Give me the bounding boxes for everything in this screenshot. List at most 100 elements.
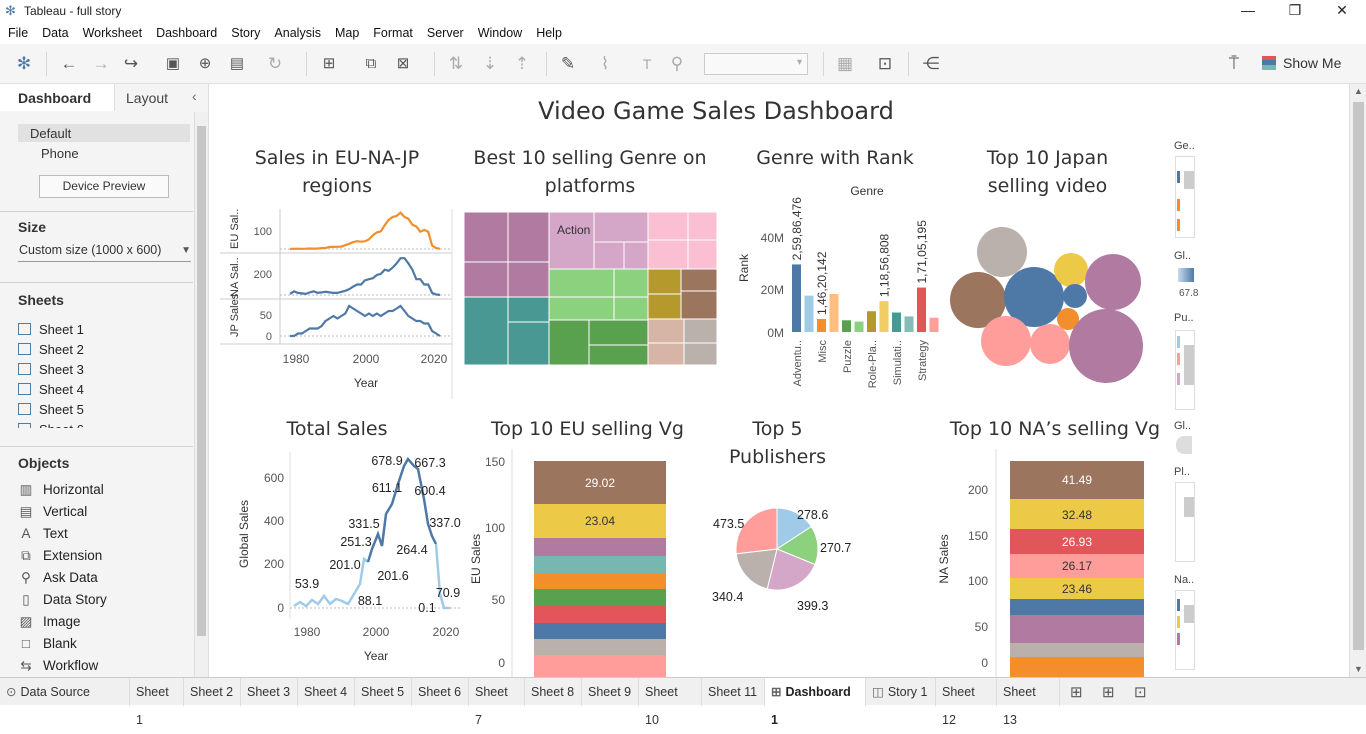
menu-map[interactable]: Map [335, 23, 359, 43]
show-me-button[interactable]: Show Me [1283, 55, 1341, 71]
undo-icon[interactable]: ← [58, 53, 80, 75]
publishers-pie-chart[interactable]: 278.6 270.7 399.3 340.4 473.5 [705, 499, 885, 619]
legend-name[interactable] [1175, 590, 1195, 670]
tab-sheet[interactable]: Sheet 6 [412, 678, 469, 706]
collapse-pane-icon[interactable]: ‹ [192, 88, 197, 104]
restore-button[interactable]: ❐ [1275, 2, 1315, 19]
clear-sheet-icon[interactable]: ⊠ [392, 53, 414, 75]
labels-icon[interactable]: T [636, 53, 658, 75]
new-worksheet-icon[interactable]: ⊞ [318, 53, 340, 75]
tab-sheet[interactable]: Sheet 11 [702, 678, 765, 706]
tab-layout[interactable]: Layout [126, 90, 168, 106]
show-cards-icon[interactable]: ▦ [834, 53, 856, 75]
object-workflow[interactable]: ⇆ Workflow [18, 658, 98, 674]
highlight-icon[interactable]: ✎ [557, 53, 579, 75]
menu-window[interactable]: Window [478, 23, 522, 43]
pin-icon[interactable]: ⚲ [666, 53, 688, 75]
tab-sheet[interactable]: Sheet 9 [582, 678, 639, 706]
sheet-item[interactable]: Sheet 6 [18, 422, 84, 428]
sort-asc-icon[interactable]: ⇣ [479, 53, 501, 75]
tab-sheet[interactable]: Sheet 2 [184, 678, 241, 706]
menu-worksheet[interactable]: Worksheet [83, 23, 143, 43]
japan-bubble-chart[interactable] [945, 222, 1150, 387]
menu-data[interactable]: Data [42, 23, 68, 43]
device-phone[interactable]: Phone [41, 146, 79, 161]
tab-sheet[interactable]: Sheet 13 [997, 678, 1060, 706]
close-button[interactable]: ✕ [1322, 2, 1362, 19]
left-pane-scrollbar[interactable] [194, 112, 208, 677]
sheet-item[interactable]: Sheet 1 [18, 322, 84, 337]
tab-dashboard[interactable]: Dashboard [0, 84, 115, 111]
redo-icon[interactable]: → [90, 53, 112, 75]
scroll-down-icon[interactable]: ▼ [1354, 664, 1363, 674]
object-extension[interactable]: ⧉ Extension [18, 548, 102, 564]
tableau-home-icon[interactable]: ✻ [13, 53, 35, 75]
total-sales-chart[interactable]: Global Sales 600 400 200 0 53.9 88.1 201… [220, 444, 465, 669]
sort-desc-icon[interactable]: ⇡ [511, 53, 533, 75]
legend-publisher[interactable] [1175, 330, 1195, 410]
show-me-icon[interactable] [1262, 56, 1276, 70]
tab-sheet[interactable]: Sheet 4 [298, 678, 355, 706]
tab-sheet[interactable]: Sheet 1 [130, 678, 184, 706]
legend-genre[interactable] [1175, 156, 1195, 238]
tab-story-1[interactable]: ◫ Story 1 [866, 678, 936, 706]
menu-format[interactable]: Format [373, 23, 413, 43]
menu-file[interactable]: File [8, 23, 28, 43]
menu-analysis[interactable]: Analysis [274, 23, 321, 43]
regions-chart[interactable]: EU Sal.. NA Sal.. JP Sales 100 200 50 0 … [220, 209, 455, 399]
sheet-item[interactable]: Sheet 3 [18, 362, 84, 377]
tab-sheet[interactable]: Sheet 12 [936, 678, 997, 706]
object-vertical[interactable]: ▤ Vertical [18, 504, 87, 520]
tab-dashboard-1[interactable]: ⊞ Dashboard 1 [765, 678, 866, 706]
canvas-scrollbar[interactable]: ▲ ▼ [1349, 84, 1366, 677]
size-dropdown[interactable]: Custom size (1000 x 600) ▼ [18, 242, 191, 262]
sheet-item[interactable]: Sheet 2 [18, 342, 84, 357]
sheet-item[interactable]: Sheet 4 [18, 382, 84, 397]
tab-sheet[interactable]: Sheet 8 [525, 678, 582, 706]
tab-sheet[interactable]: Sheet 5 [355, 678, 412, 706]
duplicate-icon[interactable]: ⧉ [360, 53, 382, 75]
tab-data-source[interactable]: ⊙ Data Source [0, 678, 130, 706]
save-icon[interactable]: ▣ [162, 53, 184, 75]
menu-server[interactable]: Server [427, 23, 464, 43]
replay-icon[interactable]: ↪ [120, 53, 142, 75]
object-data-story[interactable]: ▯ Data Story [18, 592, 107, 608]
minimize-button[interactable]: — [1228, 2, 1268, 18]
object-ask-data[interactable]: ⚲ Ask Data [18, 570, 98, 586]
new-dashboard-tab-icon[interactable]: ⊞ [1102, 683, 1115, 701]
object-text[interactable]: A Text [18, 526, 68, 541]
scroll-up-icon[interactable]: ▲ [1354, 86, 1363, 96]
tab-sheet[interactable]: Sheet 10 [639, 678, 702, 706]
genre-rank-chart[interactable]: Genre Rank 40M 20M 0M 2,59,86,476 1,46,20… [732, 180, 947, 405]
presentation-mode-icon[interactable]: ⊡ [874, 53, 896, 75]
eu-sales-chart[interactable]: EU Sales 150 100 50 0 29.02 23.04 [460, 449, 680, 677]
new-data-source-icon[interactable]: ⊕ [194, 53, 216, 75]
format-painter-icon[interactable]: ⍑ [1223, 53, 1245, 75]
refresh-icon[interactable]: ↻ [264, 53, 286, 75]
new-worksheet-tab-icon[interactable]: ⊞ [1070, 683, 1083, 701]
share-icon[interactable]: ⋲ [920, 53, 942, 75]
tab-sheet[interactable]: Sheet 3 [241, 678, 298, 706]
tab-sheet[interactable]: Sheet 7 [469, 678, 525, 706]
legend-gradient[interactable] [1178, 268, 1194, 282]
swap-icon[interactable]: ⇅ [445, 53, 467, 75]
legend-size[interactable] [1176, 436, 1192, 454]
device-preview-button[interactable]: Device Preview [39, 175, 169, 198]
object-image[interactable]: ▨ Image [18, 614, 81, 630]
menu-dashboard[interactable]: Dashboard [156, 23, 217, 43]
genre-header: Genre [850, 184, 884, 198]
object-blank[interactable]: □ Blank [18, 636, 77, 651]
na-sales-chart[interactable]: NA Sales 200 150 100 50 0 41.49 32.48 26… [938, 449, 1170, 677]
group-icon[interactable]: ⌇ [594, 53, 616, 75]
sheet-item[interactable]: Sheet 5 [18, 402, 84, 417]
device-default[interactable]: Default [18, 124, 190, 142]
fit-dropdown[interactable]: ▾ [704, 53, 808, 75]
menu-story[interactable]: Story [231, 23, 260, 43]
legend-platform[interactable] [1175, 482, 1195, 562]
object-horizontal[interactable]: ▥ Horizontal [18, 482, 104, 498]
menu-help[interactable]: Help [536, 23, 562, 43]
genre-platform-treemap[interactable]: Action [464, 212, 717, 365]
new-story-tab-icon[interactable]: ⊡ [1134, 683, 1147, 701]
dashboard-icon: ⊞ [771, 685, 781, 699]
pause-updates-icon[interactable]: ▤ [226, 53, 248, 75]
